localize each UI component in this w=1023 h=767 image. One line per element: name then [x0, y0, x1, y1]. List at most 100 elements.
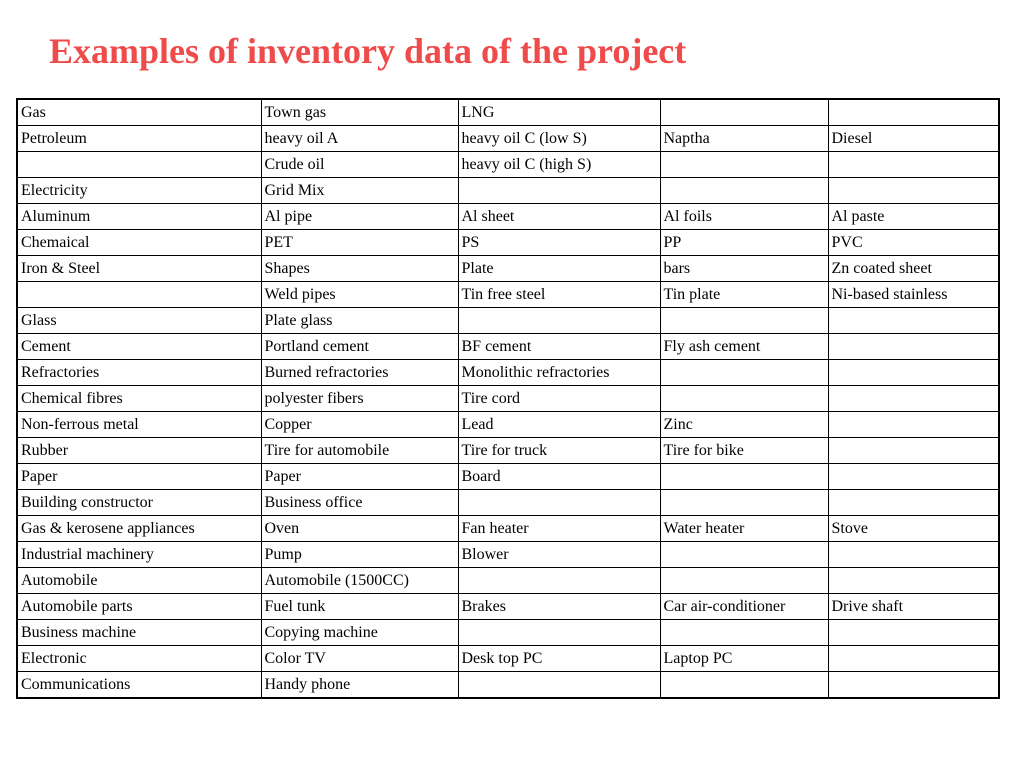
table-cell-item-1: Crude oil: [260, 151, 459, 178]
table-cell-item-3: [659, 489, 829, 516]
table-cell-item-1: Grid Mix: [260, 177, 459, 204]
table-cell-item-1: Weld pipes: [260, 281, 459, 308]
table-cell-item-1: Handy phone: [260, 671, 459, 699]
table-cell-item-1: polyester fibers: [260, 385, 459, 412]
table-cell-item-4: Ni-based stainless: [827, 281, 1000, 308]
table-cell-item-2: [457, 177, 661, 204]
table-cell-item-3: [659, 619, 829, 646]
slide-title: Examples of inventory data of the projec…: [49, 31, 687, 71]
table-row: Chemaical PET PS PP PVC: [16, 229, 1000, 256]
table-row: Industrial machinery Pump Blower: [16, 541, 1000, 568]
table-cell-item-2: Fan heater: [457, 515, 661, 542]
table-cell-category: Communications: [16, 671, 262, 699]
table-cell-item-1: Color TV: [260, 645, 459, 672]
table-cell-category: Rubber: [16, 437, 262, 464]
table-cell-item-4: [827, 385, 1000, 412]
table-cell-item-1: Portland cement: [260, 333, 459, 360]
table-cell-category: Glass: [16, 307, 262, 334]
table-cell-item-3: Car air-conditioner: [659, 593, 829, 620]
table-cell-item-3: Zinc: [659, 411, 829, 438]
table-cell-item-3: Fly ash cement: [659, 333, 829, 360]
table-cell-item-1: Al pipe: [260, 203, 459, 230]
table-cell-item-2: [457, 489, 661, 516]
table-cell-item-1: Shapes: [260, 255, 459, 282]
table-cell-item-2: Al sheet: [457, 203, 661, 230]
table-row: Communications Handy phone: [16, 671, 1000, 699]
table-cell-item-3: PP: [659, 229, 829, 256]
table-row: Automobile Automobile (1500CC): [16, 567, 1000, 594]
table-cell-category: Cement: [16, 333, 262, 360]
table-row: Aluminum Al pipe Al sheet Al foils Al paste: [16, 203, 1000, 230]
table-cell-item-3: [659, 463, 829, 490]
table-cell-item-4: [827, 541, 1000, 568]
table-cell-category: [16, 281, 262, 308]
table-cell-category: Automobile: [16, 567, 262, 594]
table-row: Gas & kerosene appliances Oven Fan heater W…: [16, 515, 1000, 542]
table-cell-item-3: [659, 151, 829, 178]
table-cell-item-1: Automobile (1500CC): [260, 567, 459, 594]
table-cell-category: Paper: [16, 463, 262, 490]
table-cell-item-1: Paper: [260, 463, 459, 490]
table-row: Electronic Color TV Desk top PC Laptop PC: [16, 645, 1000, 672]
table-cell-item-2: Blower: [457, 541, 661, 568]
table-cell-item-3: Tire for bike: [659, 437, 829, 464]
table-row: Crude oil heavy oil C (high S): [16, 151, 1000, 178]
table-cell-item-4: [827, 463, 1000, 490]
table-cell-item-2: Plate: [457, 255, 661, 282]
table-cell-item-2: Tire cord: [457, 385, 661, 412]
table-cell-category: Chemaical: [16, 229, 262, 256]
table-cell-item-2: BF cement: [457, 333, 661, 360]
table-cell-item-3: [659, 385, 829, 412]
table-cell-item-1: Tire for automobile: [260, 437, 459, 464]
table-row: Weld pipes Tin free steel Tin plate Ni-base…: [16, 281, 1000, 308]
table-cell-item-1: Pump: [260, 541, 459, 568]
table-row: Paper Paper Board: [16, 463, 1000, 490]
table-cell-item-4: Drive shaft: [827, 593, 1000, 620]
table-row: Electricity Grid Mix: [16, 177, 1000, 204]
table-cell-item-4: Stove: [827, 515, 1000, 542]
table-row: Gas Town gas LNG: [16, 98, 1000, 126]
table-cell-item-2: Brakes: [457, 593, 661, 620]
table-cell-item-4: [827, 333, 1000, 360]
table-cell-category: Refractories: [16, 359, 262, 386]
table-cell-item-4: [827, 489, 1000, 516]
table-row: Cement Portland cement BF cement Fly ash ce…: [16, 333, 1000, 360]
table-cell-item-1: PET: [260, 229, 459, 256]
table-cell-item-2: [457, 619, 661, 646]
table-cell-category: Building constructor: [16, 489, 262, 516]
table-cell-item-4: [827, 177, 1000, 204]
table-cell-category: Aluminum: [16, 203, 262, 230]
table-cell-category: Non-ferrous metal: [16, 411, 262, 438]
table-cell-item-3: Naptha: [659, 125, 829, 152]
table-cell-item-2: Monolithic refractories: [457, 359, 661, 386]
table-cell-item-3: [659, 98, 829, 126]
table-cell-item-4: [827, 359, 1000, 386]
table-cell-item-3: [659, 359, 829, 386]
table-row: Refractories Burned refractories Monolithi…: [16, 359, 1000, 386]
table-cell-category: Gas: [16, 98, 262, 126]
table-cell-item-4: [827, 411, 1000, 438]
table-cell-item-2: [457, 307, 661, 334]
table-cell-item-4: PVC: [827, 229, 1000, 256]
table-cell-category: Iron & Steel: [16, 255, 262, 282]
table-cell-item-2: Board: [457, 463, 661, 490]
table-cell-category: Petroleum: [16, 125, 262, 152]
table-cell-item-2: heavy oil C (low S): [457, 125, 661, 152]
table-cell-item-1: Fuel tunk: [260, 593, 459, 620]
table-cell-item-2: Desk top PC: [457, 645, 661, 672]
table-cell-item-4: [827, 645, 1000, 672]
table-cell-item-4: [827, 671, 1000, 699]
table-cell-item-3: Laptop PC: [659, 645, 829, 672]
table-cell-category: Electronic: [16, 645, 262, 672]
table-row: Chemical fibres polyester fibers Tire cord: [16, 385, 1000, 412]
table-cell-item-4: Zn coated sheet: [827, 255, 1000, 282]
table-cell-category: Electricity: [16, 177, 262, 204]
table-row: Iron & Steel Shapes Plate bars Zn coated she…: [16, 255, 1000, 282]
table-cell-item-1: heavy oil A: [260, 125, 459, 152]
table-cell-item-4: [827, 619, 1000, 646]
table-cell-item-3: bars: [659, 255, 829, 282]
table-cell-item-4: [827, 98, 1000, 126]
